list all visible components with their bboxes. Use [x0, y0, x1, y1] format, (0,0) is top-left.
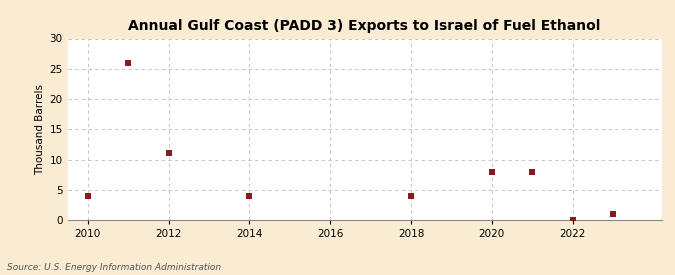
Point — [567, 218, 578, 222]
Y-axis label: Thousand Barrels: Thousand Barrels — [35, 84, 45, 175]
Title: Annual Gulf Coast (PADD 3) Exports to Israel of Fuel Ethanol: Annual Gulf Coast (PADD 3) Exports to Is… — [128, 19, 601, 33]
Point — [244, 194, 254, 198]
Point — [123, 60, 134, 65]
Point — [487, 169, 497, 174]
Point — [82, 194, 93, 198]
Point — [406, 194, 416, 198]
Point — [526, 169, 537, 174]
Text: Source: U.S. Energy Information Administration: Source: U.S. Energy Information Administ… — [7, 263, 221, 272]
Point — [608, 212, 618, 216]
Point — [163, 151, 174, 156]
